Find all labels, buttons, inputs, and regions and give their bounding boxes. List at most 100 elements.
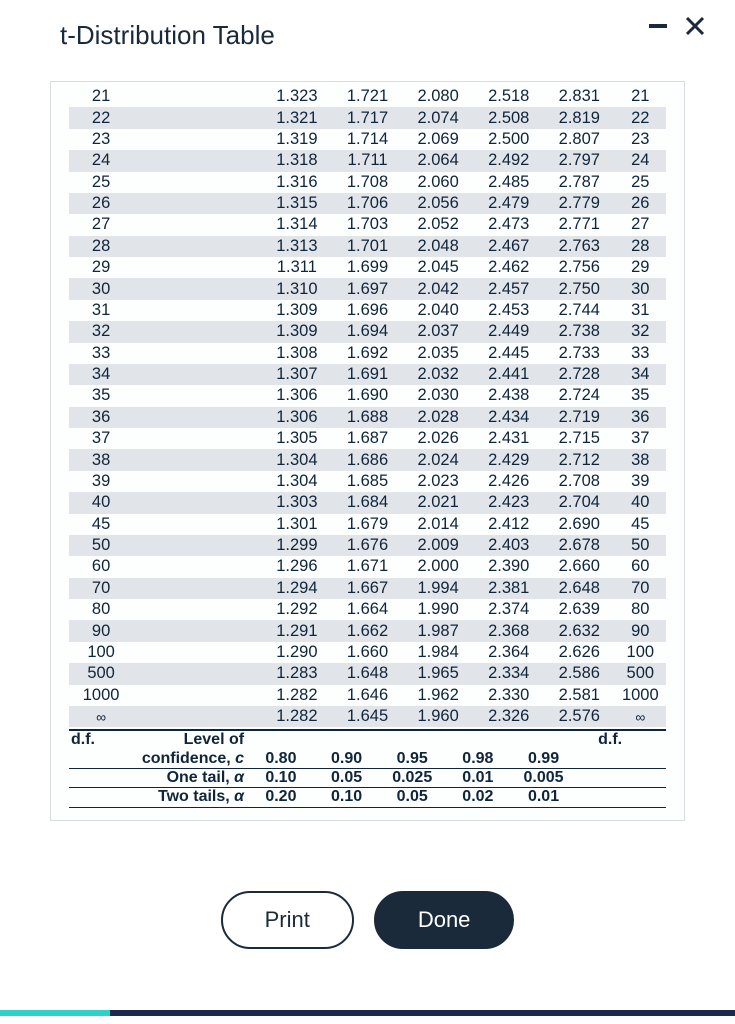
df-right: 23 bbox=[615, 129, 666, 150]
footer-value: 0.95 bbox=[379, 750, 445, 768]
df-left: 32 bbox=[69, 321, 133, 342]
t-value: 2.581 bbox=[544, 685, 615, 706]
df-right: 29 bbox=[615, 257, 666, 278]
t-value: 1.664 bbox=[332, 599, 403, 620]
df-left: 24 bbox=[69, 150, 133, 171]
t-value: 1.646 bbox=[332, 685, 403, 706]
t-value: 1.309 bbox=[262, 300, 333, 321]
t-value: 2.023 bbox=[403, 471, 474, 492]
t-value: 2.715 bbox=[544, 428, 615, 449]
footer-value: 0.98 bbox=[445, 750, 511, 768]
t-value: 1.662 bbox=[332, 620, 403, 641]
t-value: 2.080 bbox=[403, 86, 474, 107]
df-left: 25 bbox=[69, 172, 133, 193]
t-value: 1.292 bbox=[262, 599, 333, 620]
footer-value: 0.80 bbox=[248, 750, 314, 768]
t-value: 1.686 bbox=[332, 449, 403, 470]
df-right: 90 bbox=[615, 620, 666, 641]
df-left: 27 bbox=[69, 214, 133, 235]
t-value: 2.330 bbox=[473, 685, 544, 706]
table-row: 451.3011.6792.0142.4122.69045 bbox=[69, 514, 666, 535]
done-button[interactable]: Done bbox=[374, 891, 515, 949]
t-value: 2.069 bbox=[403, 129, 474, 150]
t-value: 2.412 bbox=[473, 514, 544, 535]
table-row: 261.3151.7062.0562.4792.77926 bbox=[69, 193, 666, 214]
t-value: 2.518 bbox=[473, 86, 544, 107]
footer-label: Two tails, α bbox=[129, 788, 248, 806]
t-value: 2.807 bbox=[544, 129, 615, 150]
t-value: 1.701 bbox=[332, 236, 403, 257]
t-value: 2.052 bbox=[403, 214, 474, 235]
table-row: 281.3131.7012.0482.4672.76328 bbox=[69, 236, 666, 257]
t-value: 2.032 bbox=[403, 364, 474, 385]
df-right: 21 bbox=[615, 86, 666, 107]
t-value: 1.676 bbox=[332, 535, 403, 556]
table-row: 10001.2821.6461.9622.3302.5811000 bbox=[69, 685, 666, 706]
df-right: 37 bbox=[615, 428, 666, 449]
footer-value: 0.01 bbox=[511, 788, 577, 806]
t-value: 1.671 bbox=[332, 556, 403, 577]
df-left: 50 bbox=[69, 535, 133, 556]
table-row: 311.3091.6962.0402.4532.74431 bbox=[69, 300, 666, 321]
t-value: 2.738 bbox=[544, 321, 615, 342]
t-value: 2.779 bbox=[544, 193, 615, 214]
footer-row: One tail, α0.100.050.0250.010.005 bbox=[69, 769, 666, 788]
t-value: 2.500 bbox=[473, 129, 544, 150]
df-left: 500 bbox=[69, 663, 133, 684]
table-row: 401.3031.6842.0212.4232.70440 bbox=[69, 492, 666, 513]
t-value: 1.283 bbox=[262, 663, 333, 684]
df-left: 80 bbox=[69, 599, 133, 620]
table-row: 801.2921.6641.9902.3742.63980 bbox=[69, 599, 666, 620]
df-right: 1000 bbox=[615, 685, 666, 706]
footer-value: 0.10 bbox=[248, 769, 314, 787]
t-value: 1.309 bbox=[262, 321, 333, 342]
t-value: 2.048 bbox=[403, 236, 474, 257]
t-value: 2.462 bbox=[473, 257, 544, 278]
table-row: 291.3111.6992.0452.4622.75629 bbox=[69, 257, 666, 278]
t-value: 2.457 bbox=[473, 278, 544, 299]
t-value: 1.706 bbox=[332, 193, 403, 214]
footer-value: 0.005 bbox=[511, 769, 577, 787]
df-left: 22 bbox=[69, 107, 133, 128]
t-value: 2.431 bbox=[473, 428, 544, 449]
close-icon[interactable] bbox=[685, 16, 705, 36]
footer-value: 0.05 bbox=[379, 788, 445, 806]
df-left: 37 bbox=[69, 428, 133, 449]
t-distribution-table: 211.3231.7212.0802.5182.83121221.3211.71… bbox=[69, 86, 666, 727]
t-value: 2.492 bbox=[473, 150, 544, 171]
t-value: 1.301 bbox=[262, 514, 333, 535]
df-left: 39 bbox=[69, 471, 133, 492]
df-right: 34 bbox=[615, 364, 666, 385]
t-value: 2.704 bbox=[544, 492, 615, 513]
t-value: 2.508 bbox=[473, 107, 544, 128]
table-row: 331.3081.6922.0352.4452.73333 bbox=[69, 343, 666, 364]
table-panel: 211.3231.7212.0802.5182.83121221.3211.71… bbox=[50, 81, 685, 821]
footer-value bbox=[379, 731, 445, 749]
t-value: 1.994 bbox=[403, 578, 474, 599]
footer-value bbox=[314, 731, 380, 749]
window-controls bbox=[649, 16, 705, 36]
t-value: 2.438 bbox=[473, 385, 544, 406]
t-value: 1.667 bbox=[332, 578, 403, 599]
table-row: 361.3061.6882.0282.4342.71936 bbox=[69, 407, 666, 428]
table-row: 251.3161.7082.0602.4852.78725 bbox=[69, 172, 666, 193]
t-value: 2.712 bbox=[544, 449, 615, 470]
t-value: 1.699 bbox=[332, 257, 403, 278]
t-value: 2.708 bbox=[544, 471, 615, 492]
progress-fill bbox=[0, 1010, 110, 1016]
df-left: 28 bbox=[69, 236, 133, 257]
df-right: 22 bbox=[615, 107, 666, 128]
df-right: 33 bbox=[615, 343, 666, 364]
minimize-icon[interactable] bbox=[649, 24, 667, 28]
df-right: 60 bbox=[615, 556, 666, 577]
footer-value: 0.90 bbox=[314, 750, 380, 768]
t-value: 2.434 bbox=[473, 407, 544, 428]
table-row: 321.3091.6942.0372.4492.73832 bbox=[69, 321, 666, 342]
t-value: 1.311 bbox=[262, 257, 333, 278]
t-value: 2.728 bbox=[544, 364, 615, 385]
t-value: 1.717 bbox=[332, 107, 403, 128]
t-value: 2.381 bbox=[473, 578, 544, 599]
t-value: 2.626 bbox=[544, 642, 615, 663]
print-button[interactable]: Print bbox=[221, 891, 354, 949]
t-value: 2.040 bbox=[403, 300, 474, 321]
